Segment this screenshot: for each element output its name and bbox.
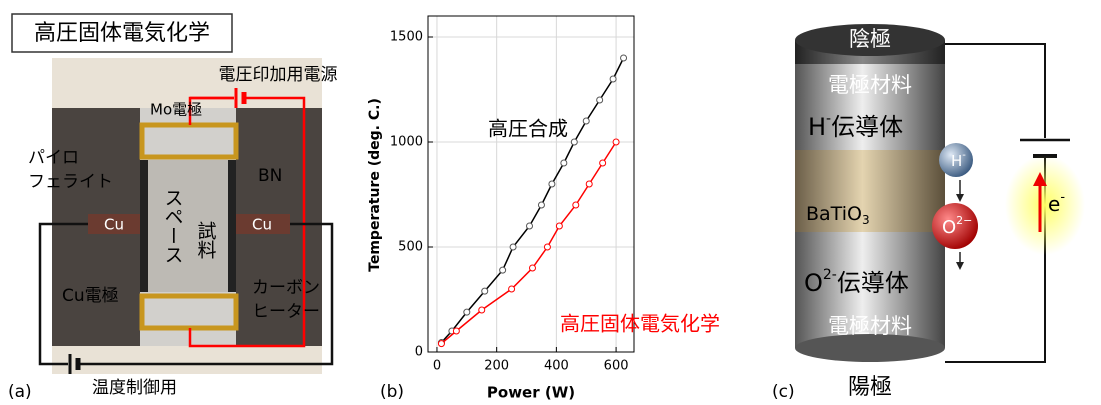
data-point xyxy=(549,181,555,187)
text: 2− xyxy=(956,214,972,227)
label: パイロ xyxy=(28,148,79,168)
data-point xyxy=(529,265,535,271)
heater-left xyxy=(140,160,148,292)
label: 電極材料 xyxy=(828,73,912,97)
x-axis-label: Power (W) xyxy=(487,384,575,402)
data-point xyxy=(613,139,619,145)
label: カーボン xyxy=(252,278,320,298)
cylinder-base xyxy=(795,334,945,362)
glow xyxy=(1005,155,1085,255)
label: O2-伝導体 xyxy=(804,267,909,297)
label: 電圧印加用電源 xyxy=(219,65,338,85)
panel-b: (b) Power (W) Temperature (deg. C.) 0 500… xyxy=(367,16,720,402)
label: 陰極 xyxy=(849,27,891,51)
wire xyxy=(945,44,1045,138)
series-label: 高圧合成 xyxy=(488,117,568,141)
label: フェライト xyxy=(28,172,113,192)
y-tick-label: 1500 xyxy=(390,30,423,45)
label: BN xyxy=(258,166,282,186)
data-point xyxy=(500,267,506,273)
data-point xyxy=(586,181,592,187)
plot-frame xyxy=(428,16,634,352)
text: 伝導体 xyxy=(837,269,909,297)
data-point xyxy=(544,244,550,250)
label: BaTiO3 xyxy=(806,203,870,227)
text: O xyxy=(942,217,956,238)
label: Cu xyxy=(104,216,124,234)
text: - xyxy=(962,150,966,161)
text: e xyxy=(1048,192,1060,216)
data-point xyxy=(482,288,488,294)
label: スペース xyxy=(162,188,184,264)
panel-label: (b) xyxy=(380,382,404,402)
series-label: 高圧固体電気化学 xyxy=(560,312,720,336)
data-point xyxy=(583,118,589,124)
panel-label: (a) xyxy=(8,382,32,402)
label: 電極材料 xyxy=(828,314,912,338)
data-point xyxy=(438,341,444,347)
label: Cu電極 xyxy=(62,286,119,306)
data-point xyxy=(573,202,579,208)
data-point xyxy=(600,160,606,166)
data-point xyxy=(561,160,567,166)
panel-c: e- 陰極 電極材料 H-伝導体 H- BaTiO3 O2− O2-伝導体 電極… xyxy=(772,24,1085,402)
label: Mo電極 xyxy=(150,101,202,119)
y-tick-label: 1000 xyxy=(390,135,423,150)
data-point xyxy=(556,223,562,229)
y-tick-label: 500 xyxy=(398,240,423,255)
text: H xyxy=(808,113,826,141)
x-tick-label: 0 xyxy=(433,359,441,374)
arrowhead xyxy=(956,194,964,202)
data-point xyxy=(610,76,616,82)
label: ヒーター xyxy=(252,302,320,322)
label: H-伝導体 xyxy=(808,111,903,141)
text: O xyxy=(804,269,823,297)
text: 2- xyxy=(823,267,837,283)
label: Cu xyxy=(252,216,272,234)
panel-a: 高圧固体電気化学 電圧印加用電源 Mo電極 パイロ フェライト BN スペース … xyxy=(8,14,338,402)
figure: 高圧固体電気化学 電圧印加用電源 Mo電極 パイロ フェライト BN スペース … xyxy=(0,0,1101,405)
data-point xyxy=(479,307,485,313)
x-tick-label: 200 xyxy=(484,359,509,374)
text: H xyxy=(951,152,962,170)
text: 3 xyxy=(862,213,870,227)
panel-title: 高圧固体電気化学 xyxy=(34,21,210,46)
data-point xyxy=(571,139,577,145)
data-point xyxy=(621,55,627,61)
data-point xyxy=(597,97,603,103)
data-point xyxy=(453,328,459,334)
label: 陽極 xyxy=(848,375,892,400)
data-point xyxy=(527,223,533,229)
text: 伝導体 xyxy=(831,113,903,141)
y-axis-label: Temperature (deg. C.) xyxy=(367,98,383,272)
label: 温度制御用 xyxy=(92,378,177,398)
heater-right xyxy=(228,160,236,292)
text: - xyxy=(1060,190,1065,205)
x-tick-label: 600 xyxy=(604,359,629,374)
x-tick-label: 400 xyxy=(544,359,569,374)
arrowhead xyxy=(956,262,964,270)
data-point xyxy=(538,202,544,208)
series-line xyxy=(441,58,623,343)
y-tick-label: 0 xyxy=(415,345,423,360)
label: 試料 xyxy=(195,221,217,259)
panel-label: (c) xyxy=(772,382,795,402)
data-point xyxy=(510,244,516,250)
data-point xyxy=(509,286,515,292)
text: BaTiO xyxy=(806,203,862,225)
data-point xyxy=(464,309,470,315)
